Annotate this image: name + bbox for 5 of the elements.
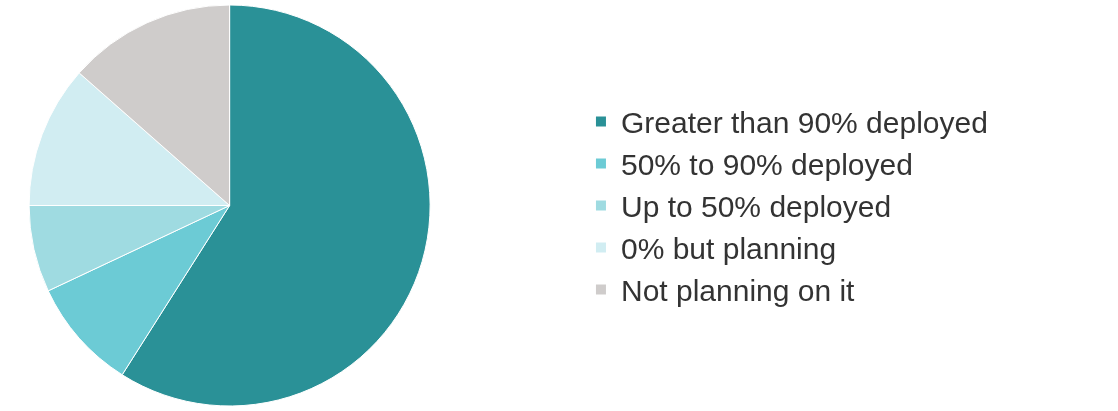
legend-label: Not planning on it <box>620 274 856 308</box>
legend-label: 50% to 90% deployed <box>620 148 913 182</box>
legend-label: Up to 50% deployed <box>620 190 892 224</box>
legend-label: 0% but planning <box>620 232 837 266</box>
legend-label: Greater than 90% deployed <box>620 106 988 140</box>
